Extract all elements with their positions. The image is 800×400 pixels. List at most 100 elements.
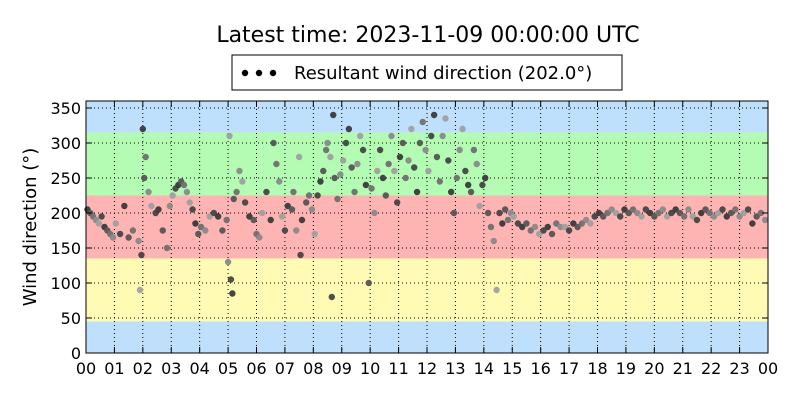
data-point	[348, 164, 355, 171]
y-tick-label: 350	[50, 99, 81, 118]
data-point	[278, 213, 286, 220]
data-point	[351, 188, 358, 196]
data-point	[368, 185, 375, 192]
data-point	[612, 209, 620, 217]
x-tick-label: 15	[502, 359, 522, 378]
x-tick-label: 19	[616, 359, 636, 378]
data-point	[510, 213, 517, 220]
x-tick-label: 20	[644, 359, 664, 378]
data-point	[223, 216, 230, 224]
data-point	[629, 206, 637, 213]
data-point	[710, 213, 718, 220]
data-point	[330, 111, 337, 119]
data-point	[761, 216, 769, 224]
data-point	[210, 209, 218, 217]
data-point	[698, 209, 705, 217]
data-point	[595, 209, 603, 217]
legend-marker-dot	[269, 69, 277, 77]
data-point	[322, 146, 330, 154]
data-point	[621, 206, 628, 213]
data-point	[578, 220, 586, 227]
data-point	[365, 279, 372, 287]
data-point	[604, 209, 611, 217]
y-tick-label: 100	[50, 274, 81, 293]
data-point	[413, 188, 421, 196]
x-tick-label: 21	[673, 359, 693, 378]
data-point	[582, 216, 590, 224]
data-point	[385, 160, 392, 168]
data-point	[527, 227, 534, 234]
data-point	[95, 220, 102, 227]
x-tick-label: 09	[332, 359, 352, 378]
legend: Resultant wind direction (202.0°)	[231, 54, 623, 91]
data-point	[574, 223, 581, 231]
data-point	[668, 209, 675, 217]
data-point	[197, 223, 205, 231]
data-point	[314, 192, 321, 199]
data-point	[270, 139, 277, 147]
data-point	[459, 125, 466, 133]
x-tick-label: 05	[218, 359, 238, 378]
data-point	[98, 213, 105, 220]
data-point	[305, 192, 313, 199]
data-point	[433, 153, 441, 161]
x-tick-label: 06	[246, 359, 266, 378]
data-point	[290, 188, 297, 196]
data-point	[663, 213, 671, 220]
data-point	[523, 220, 530, 227]
data-point	[116, 230, 124, 238]
data-point	[129, 227, 137, 234]
data-point	[419, 118, 426, 126]
data-point	[376, 146, 384, 154]
data-point	[169, 192, 176, 199]
data-point	[327, 153, 334, 161]
x-tick-label: 00	[76, 359, 96, 378]
y-axis-label: Wind direction (°)	[20, 148, 41, 307]
data-point	[293, 227, 300, 234]
data-point	[320, 167, 327, 175]
data-point	[740, 209, 748, 217]
data-point	[263, 188, 270, 196]
data-point	[462, 167, 469, 175]
data-point	[672, 206, 679, 213]
data-point	[428, 132, 435, 140]
data-point	[544, 223, 551, 231]
x-tick-label: 13	[445, 359, 465, 378]
data-point	[393, 199, 401, 206]
data-point	[430, 111, 438, 119]
data-point	[479, 181, 486, 189]
data-point	[757, 209, 765, 217]
data-point	[339, 157, 347, 164]
data-point	[706, 209, 713, 217]
data-point	[587, 220, 594, 227]
data-point	[298, 216, 306, 224]
data-point	[359, 146, 367, 154]
data-point	[214, 213, 222, 220]
data-point	[442, 115, 449, 122]
data-point	[732, 206, 739, 213]
data-point	[236, 167, 243, 175]
data-point	[617, 213, 624, 220]
data-point	[388, 132, 395, 140]
y-tick-label: 0	[71, 344, 81, 363]
data-point	[439, 132, 446, 140]
data-point	[342, 139, 350, 147]
data-point	[125, 234, 132, 241]
data-point	[219, 227, 226, 234]
data-point	[183, 188, 191, 196]
data-point	[715, 209, 722, 217]
data-point	[685, 206, 692, 213]
data-point	[540, 227, 547, 234]
data-point	[303, 199, 310, 206]
data-point	[328, 293, 336, 301]
data-point	[642, 206, 650, 213]
x-tick-label: 11	[388, 359, 408, 378]
x-tick-label: 18	[587, 359, 607, 378]
data-point	[357, 132, 364, 140]
data-point	[202, 227, 209, 234]
data-point	[354, 160, 361, 168]
data-point	[456, 146, 463, 154]
data-point	[723, 213, 730, 220]
data-point	[239, 178, 246, 185]
data-point	[749, 220, 756, 227]
